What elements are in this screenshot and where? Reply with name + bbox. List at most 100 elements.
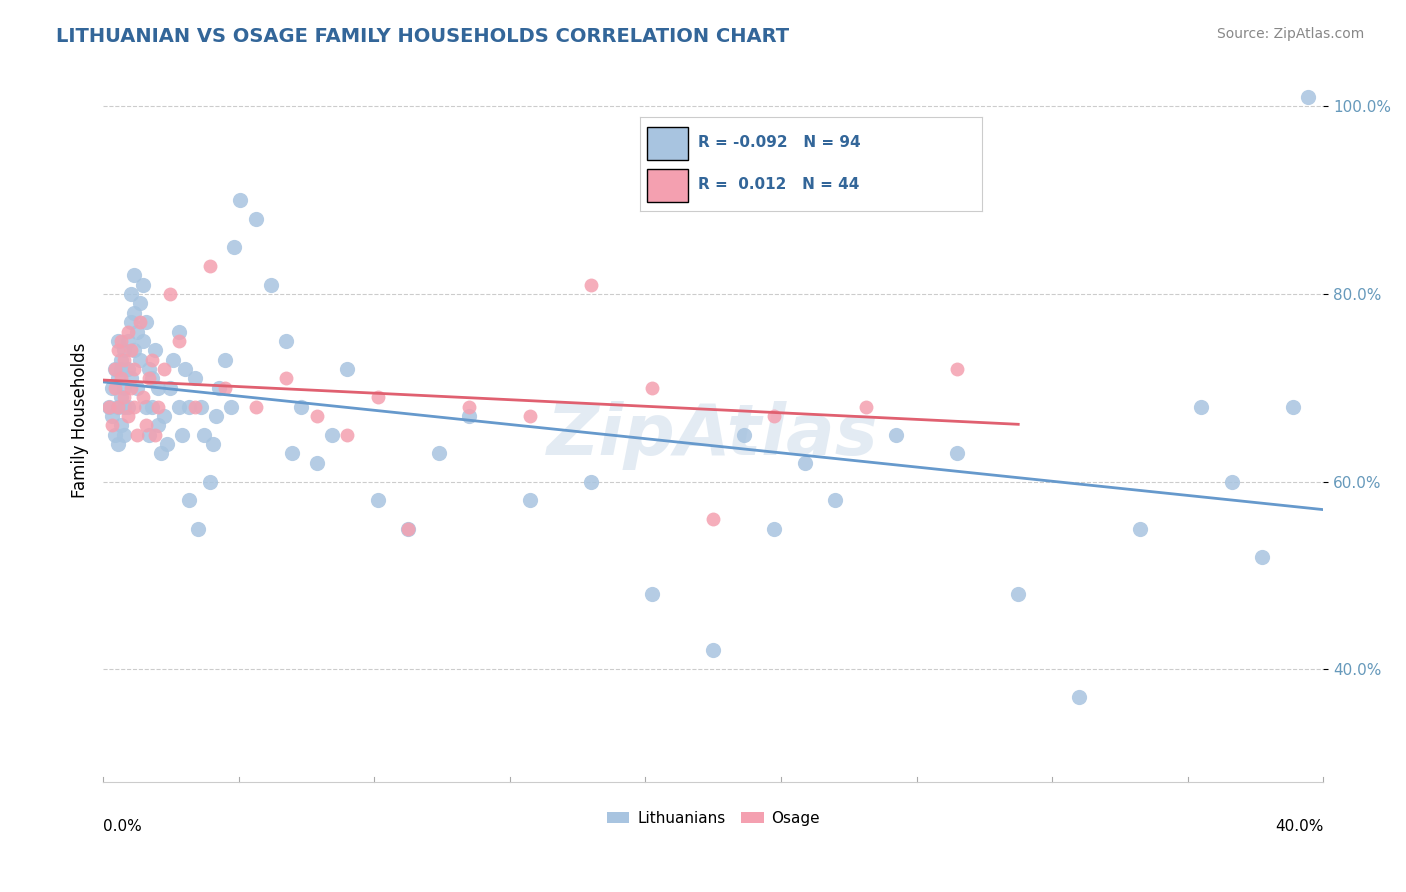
- Point: [132, 390, 155, 404]
- Point: [245, 212, 267, 227]
- Point: [101, 381, 124, 395]
- Point: [146, 400, 169, 414]
- Point: [128, 352, 150, 367]
- Point: [107, 400, 129, 414]
- Point: [229, 194, 252, 208]
- Point: [733, 427, 755, 442]
- Point: [367, 493, 389, 508]
- Point: [104, 381, 127, 395]
- Point: [110, 362, 132, 376]
- Point: [159, 381, 181, 395]
- Legend: Lithuanians, Osage: Lithuanians, Osage: [600, 805, 825, 832]
- Point: [884, 427, 907, 442]
- Point: [117, 334, 139, 348]
- Point: [305, 409, 328, 423]
- Point: [276, 371, 298, 385]
- Point: [141, 352, 163, 367]
- Point: [107, 334, 129, 348]
- Point: [122, 343, 145, 358]
- Point: [104, 362, 127, 376]
- Point: [114, 343, 136, 358]
- Point: [793, 456, 815, 470]
- Point: [156, 437, 179, 451]
- Point: [396, 521, 419, 535]
- Point: [1281, 400, 1303, 414]
- Point: [120, 287, 142, 301]
- Point: [763, 409, 786, 423]
- Point: [135, 418, 157, 433]
- Point: [120, 371, 142, 385]
- Point: [1251, 549, 1274, 564]
- Point: [125, 381, 148, 395]
- Point: [132, 277, 155, 292]
- Point: [110, 390, 132, 404]
- Point: [110, 334, 132, 348]
- Point: [1220, 475, 1243, 489]
- Point: [138, 427, 160, 442]
- Point: [169, 325, 191, 339]
- Point: [122, 306, 145, 320]
- Point: [1069, 690, 1091, 705]
- Point: [579, 475, 602, 489]
- Point: [702, 512, 724, 526]
- Point: [702, 643, 724, 657]
- Point: [214, 381, 236, 395]
- Point: [198, 475, 221, 489]
- Point: [141, 400, 163, 414]
- Point: [305, 456, 328, 470]
- Point: [201, 437, 224, 451]
- Point: [110, 371, 132, 385]
- Point: [183, 400, 205, 414]
- Point: [120, 381, 142, 395]
- Point: [219, 400, 242, 414]
- Point: [117, 400, 139, 414]
- Point: [427, 446, 450, 460]
- Point: [260, 277, 283, 292]
- Point: [245, 400, 267, 414]
- Point: [107, 371, 129, 385]
- Point: [114, 381, 136, 395]
- Point: [114, 390, 136, 404]
- Point: [150, 446, 173, 460]
- Point: [177, 400, 200, 414]
- Point: [125, 427, 148, 442]
- Point: [138, 362, 160, 376]
- Point: [146, 418, 169, 433]
- Text: ZipAtlas: ZipAtlas: [547, 401, 879, 469]
- Point: [132, 334, 155, 348]
- Point: [110, 352, 132, 367]
- Point: [641, 381, 664, 395]
- Point: [128, 296, 150, 310]
- Point: [205, 409, 228, 423]
- Point: [855, 400, 877, 414]
- Point: [162, 352, 184, 367]
- Point: [114, 352, 136, 367]
- Text: 0.0%: 0.0%: [103, 819, 142, 834]
- Point: [135, 315, 157, 329]
- Point: [276, 334, 298, 348]
- Text: 40.0%: 40.0%: [1275, 819, 1323, 834]
- Point: [122, 268, 145, 283]
- Point: [396, 521, 419, 535]
- Point: [946, 446, 969, 460]
- Point: [146, 381, 169, 395]
- Point: [117, 325, 139, 339]
- Point: [1296, 90, 1319, 104]
- Point: [159, 287, 181, 301]
- Point: [104, 427, 127, 442]
- Point: [125, 325, 148, 339]
- Point: [183, 371, 205, 385]
- Point: [946, 362, 969, 376]
- Point: [1189, 400, 1212, 414]
- Point: [107, 343, 129, 358]
- Point: [98, 400, 121, 414]
- Point: [198, 259, 221, 273]
- Point: [172, 427, 194, 442]
- Point: [336, 427, 359, 442]
- Point: [458, 409, 481, 423]
- Point: [122, 400, 145, 414]
- Point: [135, 400, 157, 414]
- Point: [101, 409, 124, 423]
- Text: Source: ZipAtlas.com: Source: ZipAtlas.com: [1216, 27, 1364, 41]
- Point: [519, 493, 541, 508]
